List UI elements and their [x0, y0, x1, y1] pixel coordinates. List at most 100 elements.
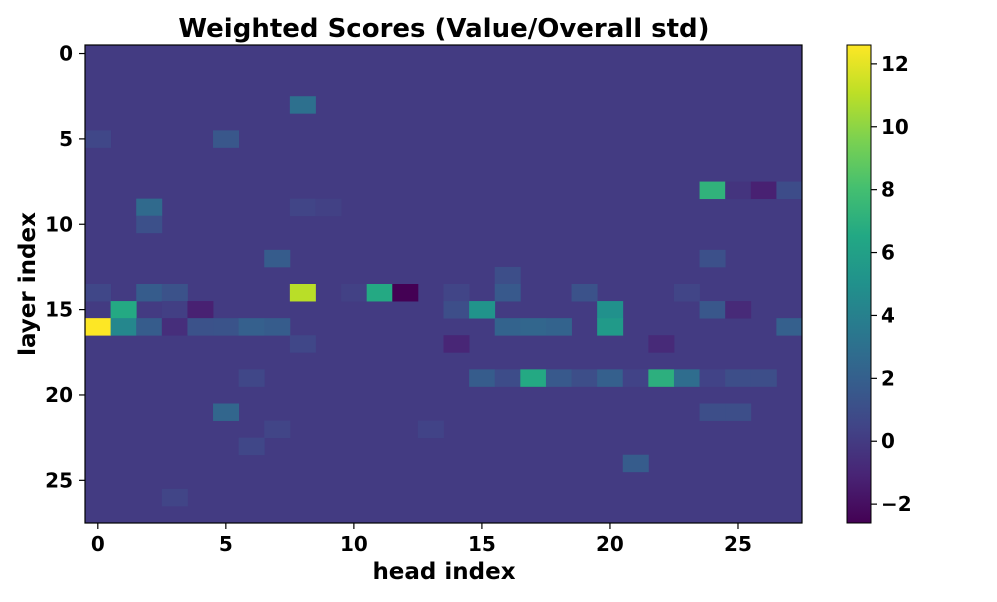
heatmap-cell — [213, 318, 240, 336]
heatmap-cell — [494, 266, 521, 285]
y-tick-label: 25 — [45, 468, 73, 492]
heatmap-cell — [238, 369, 265, 387]
heatmap-cell — [443, 284, 470, 302]
colorbar-tick-label: 8 — [881, 178, 895, 202]
heatmap-cell — [673, 284, 700, 302]
heatmap-cell — [136, 318, 163, 336]
x-tick-label: 0 — [91, 532, 105, 556]
chart-title: Weighted Scores (Value/Overall std) — [178, 14, 709, 44]
heatmap-cell — [622, 454, 649, 473]
heatmap-cell — [110, 301, 137, 319]
heatmap-cell — [494, 284, 521, 302]
y-tick-label: 20 — [45, 383, 73, 407]
heatmap-cell — [213, 403, 240, 421]
colorbar-tick-label: 4 — [881, 303, 895, 327]
colorbar-ticks: −2 0 2 4 6 8 10 12 — [871, 52, 912, 516]
heatmap-cell — [648, 369, 675, 387]
heatmap-cell — [545, 369, 572, 387]
heatmap-cell — [85, 318, 112, 336]
heatmap-cell — [161, 284, 188, 302]
colorbar-tick-label: 6 — [881, 241, 895, 265]
heatmap-cell — [161, 318, 188, 336]
heatmap-cell — [673, 369, 700, 387]
heatmap-cell — [392, 284, 419, 302]
y-tick-label: 15 — [45, 298, 73, 322]
heatmap-cell — [699, 249, 726, 268]
heatmap-cell — [545, 318, 572, 336]
heatmap-cell — [136, 198, 163, 217]
heatmap-cell — [213, 130, 240, 148]
heatmap-cell — [520, 369, 547, 387]
heatmap-cell — [238, 437, 265, 456]
heatmap-cell — [571, 369, 598, 387]
heatmap-cell — [161, 488, 188, 507]
x-axis-ticks: 0 5 10 15 20 25 — [91, 523, 752, 556]
heatmap-cell — [597, 369, 624, 387]
colorbar-tick-label: 12 — [881, 52, 909, 76]
heatmap-cell — [136, 284, 163, 302]
colorbar-tick-label: −2 — [881, 492, 912, 516]
heatmap-cell — [571, 284, 598, 302]
x-tick-label: 25 — [724, 532, 752, 556]
colorbar-tick-label: 10 — [881, 115, 909, 139]
heatmap-cell — [725, 403, 752, 421]
heatmap-cell — [469, 301, 496, 319]
heatmap-cell — [622, 369, 649, 387]
heatmap-cell — [366, 284, 393, 302]
x-tick-label: 5 — [219, 532, 233, 556]
heatmap-cell — [520, 318, 547, 336]
heatmap-cell — [85, 130, 112, 148]
heatmap-cell — [750, 181, 777, 200]
heatmap-cell — [699, 301, 726, 319]
heatmap-cell — [699, 181, 726, 200]
heatmap-cell — [494, 369, 521, 387]
heatmap-cell — [264, 318, 291, 336]
heatmap-cell — [699, 403, 726, 421]
heatmap-cell — [264, 249, 291, 268]
heatmap-cell — [110, 318, 137, 336]
y-tick-label: 10 — [45, 212, 73, 236]
x-tick-label: 10 — [340, 532, 368, 556]
heatmap-cell — [264, 420, 291, 439]
heatmap-cell — [417, 420, 444, 439]
heatmap-cell — [725, 301, 752, 319]
plot-frame — [84, 44, 803, 524]
heatmap-cell — [750, 369, 777, 387]
heatmap-cell — [725, 369, 752, 387]
heatmap-cell — [776, 181, 803, 200]
heatmap-cell — [136, 215, 163, 234]
heatmap-cell — [289, 335, 316, 353]
y-axis-ticks: 0 5 10 15 20 25 — [45, 42, 85, 492]
heatmap-cell — [187, 318, 214, 336]
colorbar-tick-label: 0 — [881, 429, 895, 453]
colorbar — [846, 44, 872, 524]
y-axis-label: layer index — [15, 212, 41, 356]
heatmap-cell — [648, 335, 675, 353]
y-tick-label: 5 — [59, 127, 73, 151]
heatmap-cell — [289, 198, 316, 217]
x-axis-label: head index — [372, 559, 515, 585]
heatmap-cell — [289, 96, 316, 114]
heatmap-cell — [187, 301, 214, 319]
heatmap-cell — [443, 335, 470, 353]
heatmap-cell — [597, 318, 624, 336]
heatmap-cell — [85, 284, 112, 302]
heatmap-cell — [161, 301, 188, 319]
heatmap-cell — [238, 318, 265, 336]
heatmap-cell — [443, 301, 470, 319]
x-tick-label: 20 — [596, 532, 624, 556]
heatmap-cell — [699, 369, 726, 387]
heatmap-cell — [494, 318, 521, 336]
x-tick-label: 15 — [468, 532, 496, 556]
y-tick-label: 0 — [59, 42, 73, 66]
heatmap-cell — [776, 318, 803, 336]
colorbar-tick-label: 2 — [881, 366, 895, 390]
heatmap-cell — [341, 284, 368, 302]
heatmap-cell — [315, 198, 342, 217]
heatmap-cell — [597, 301, 624, 319]
heatmap-cell — [469, 369, 496, 387]
heatmap-cells — [85, 45, 803, 523]
heatmap-cell — [289, 284, 316, 302]
